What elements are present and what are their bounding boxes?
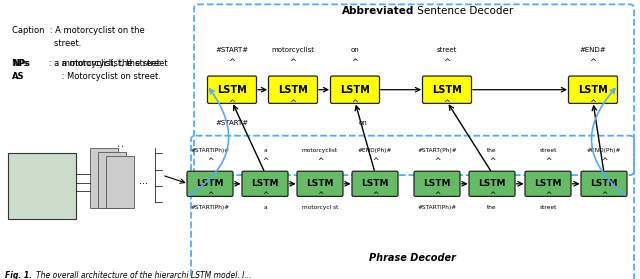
Text: on: on xyxy=(351,47,360,53)
Text: LSTM: LSTM xyxy=(578,85,608,95)
Text: ^: ^ xyxy=(601,191,607,200)
Text: #END(Ph)#: #END(Ph)# xyxy=(587,148,621,153)
Text: LSTM: LSTM xyxy=(217,85,247,95)
Text: ...: ... xyxy=(138,175,147,186)
Text: ^: ^ xyxy=(545,191,551,200)
Text: street: street xyxy=(540,148,557,153)
Text: #END(Ph)#: #END(Ph)# xyxy=(358,148,392,153)
Text: ^: ^ xyxy=(207,157,213,167)
Text: ^: ^ xyxy=(289,58,296,67)
Text: ^: ^ xyxy=(317,191,323,200)
Text: ^: ^ xyxy=(228,99,236,109)
FancyBboxPatch shape xyxy=(330,76,380,104)
Text: ^: ^ xyxy=(545,157,551,167)
Text: ^: ^ xyxy=(262,191,268,200)
Text: ^: ^ xyxy=(317,157,323,167)
Text: :: : xyxy=(115,143,125,146)
FancyBboxPatch shape xyxy=(581,171,627,196)
FancyBboxPatch shape xyxy=(242,171,288,196)
Text: the: the xyxy=(487,205,497,210)
Text: #START#: #START# xyxy=(216,119,248,126)
FancyBboxPatch shape xyxy=(297,171,343,196)
Text: ^: ^ xyxy=(601,157,607,167)
FancyBboxPatch shape xyxy=(269,76,317,104)
FancyBboxPatch shape xyxy=(422,76,472,104)
Text: a: a xyxy=(263,148,267,153)
Text: motorcyclist: motorcyclist xyxy=(271,47,314,53)
Text: Phrase Decoder: Phrase Decoder xyxy=(369,253,456,263)
Text: #END#: #END# xyxy=(580,47,606,53)
Text: ^: ^ xyxy=(489,157,495,167)
Text: ^: ^ xyxy=(289,99,296,109)
Text: ^: ^ xyxy=(372,157,378,167)
Text: Fig. 1.: Fig. 1. xyxy=(5,271,32,279)
Text: ^: ^ xyxy=(351,99,358,109)
Text: ^: ^ xyxy=(444,58,451,67)
FancyBboxPatch shape xyxy=(525,171,571,196)
Text: ^: ^ xyxy=(372,191,378,200)
Text: LSTM: LSTM xyxy=(423,179,451,188)
Text: street.: street. xyxy=(12,39,81,48)
Text: #START(Ph)#: #START(Ph)# xyxy=(417,148,457,153)
Text: ^: ^ xyxy=(207,191,213,200)
Text: : a motorcyclist, the street: : a motorcyclist, the street xyxy=(38,59,168,68)
FancyBboxPatch shape xyxy=(568,76,618,104)
Text: ^: ^ xyxy=(434,191,440,200)
Text: Abbreviated: Abbreviated xyxy=(342,6,414,16)
Text: LSTM: LSTM xyxy=(196,179,224,188)
Text: #START#: #START# xyxy=(216,47,248,53)
Text: on: on xyxy=(358,119,367,126)
Text: ^: ^ xyxy=(489,191,495,200)
Text: motorcyclist: motorcyclist xyxy=(302,148,338,153)
Text: ^: ^ xyxy=(589,58,596,67)
Text: ^: ^ xyxy=(351,58,358,67)
Text: The overall architecture of the hierarchi LSTM model. I...: The overall architecture of the hierarch… xyxy=(36,271,252,279)
Text: ^: ^ xyxy=(262,157,268,167)
Text: AS: AS xyxy=(12,72,24,81)
Text: : Motorcyclist on street.: : Motorcyclist on street. xyxy=(38,72,161,81)
FancyBboxPatch shape xyxy=(469,171,515,196)
Text: NPs        : a motorcyclist, the street: NPs : a motorcyclist, the street xyxy=(12,59,160,68)
FancyBboxPatch shape xyxy=(352,171,398,196)
Text: NPs: NPs xyxy=(12,59,30,68)
Text: a: a xyxy=(263,205,267,210)
Text: ^: ^ xyxy=(589,99,596,109)
Text: street: street xyxy=(437,47,457,53)
Text: LSTM: LSTM xyxy=(590,179,618,188)
Text: LSTM: LSTM xyxy=(252,179,279,188)
FancyBboxPatch shape xyxy=(207,76,257,104)
Text: ^: ^ xyxy=(228,58,236,67)
Text: motorcycl st: motorcycl st xyxy=(302,205,338,210)
Text: Sentence Decoder: Sentence Decoder xyxy=(414,6,513,16)
Text: LSTM: LSTM xyxy=(340,85,370,95)
Text: LSTM: LSTM xyxy=(432,85,462,95)
Text: ^: ^ xyxy=(434,157,440,167)
FancyBboxPatch shape xyxy=(106,157,134,208)
Text: LSTM: LSTM xyxy=(361,179,388,188)
Text: LSTM: LSTM xyxy=(534,179,562,188)
Text: LSTM: LSTM xyxy=(278,85,308,95)
Text: street: street xyxy=(540,205,557,210)
Text: #STARTIPh)#: #STARTIPh)# xyxy=(191,148,230,153)
Text: LSTM: LSTM xyxy=(307,179,333,188)
Text: the: the xyxy=(487,148,497,153)
Text: LSTM: LSTM xyxy=(478,179,506,188)
FancyBboxPatch shape xyxy=(187,171,233,196)
Text: #STARTIPh)#: #STARTIPh)# xyxy=(191,205,230,210)
FancyBboxPatch shape xyxy=(98,152,126,208)
Text: ^: ^ xyxy=(444,99,451,109)
FancyBboxPatch shape xyxy=(414,171,460,196)
Text: Caption  : A motorcyclist on the: Caption : A motorcyclist on the xyxy=(12,26,145,35)
FancyBboxPatch shape xyxy=(8,153,76,219)
Text: #STARTIPh)#: #STARTIPh)# xyxy=(417,205,456,210)
FancyBboxPatch shape xyxy=(90,148,118,208)
